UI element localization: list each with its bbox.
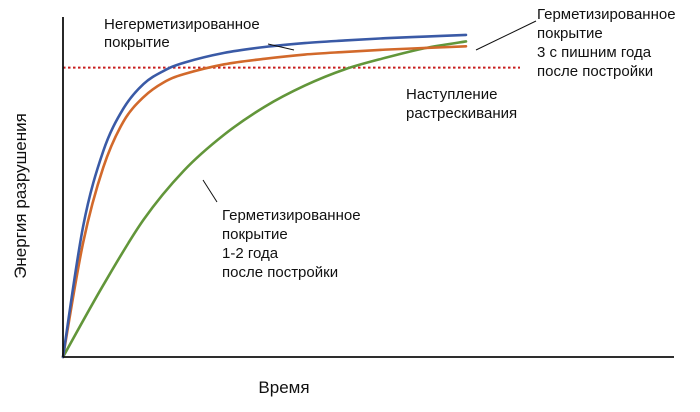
- annotation-unsealed: Негерметизированное покрытие: [104, 16, 260, 51]
- annotation-line: 1-2 года: [222, 245, 279, 262]
- plot-area: [61, 33, 520, 359]
- annotation-line: 3 с пишним года: [537, 44, 652, 61]
- series-line-sealed-3-years: [61, 45, 468, 359]
- leader-line-sealed-1-2-years: [202, 179, 218, 203]
- annotation-line: Негерметизированное: [104, 16, 260, 33]
- y-axis-label: Энергия разрушения: [11, 113, 30, 279]
- x-axis-label: Время: [258, 378, 309, 397]
- annotation-line: Герметизированное: [537, 6, 676, 23]
- annotation-line: после постройки: [222, 264, 338, 281]
- annotation-line: покрытие: [104, 34, 170, 51]
- annotation-line: покрытие: [537, 25, 603, 42]
- annotation-line: растрескивания: [406, 105, 517, 122]
- leader-line-sealed-3-years: [475, 20, 537, 51]
- annotation-sealed-1-2-years: Герметизированное покрытие 1-2 года после п…: [222, 207, 361, 281]
- series-line-unsealed: [61, 33, 468, 359]
- series-line-sealed-1-2-years: [61, 40, 468, 359]
- leader-line-unsealed: [267, 43, 295, 51]
- annotation-line: Герметизированное: [222, 207, 361, 224]
- annotation-line: Наступление: [406, 86, 497, 103]
- annotation-cracking-onset: Наступление растрескивания: [406, 86, 517, 122]
- annotation-line: после постройки: [537, 63, 653, 80]
- annotation-sealed-3-years: Герметизированное покрытие 3 с пишним года…: [537, 6, 676, 80]
- annotation-line: покрытие: [222, 226, 288, 243]
